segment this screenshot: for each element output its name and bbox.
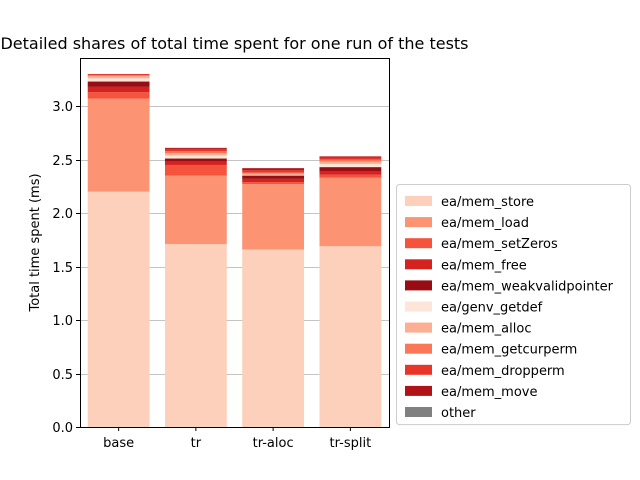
bar-segment-ea-mem-getcurperm-tr — [164, 151, 227, 154]
legend-swatch — [405, 322, 432, 333]
bar-segment-ea-mem-alloc-base — [87, 76, 150, 79]
legend-entry: ea/mem_dropperm — [441, 364, 565, 379]
bar-segment-ea-mem-load-tr-split — [319, 177, 382, 247]
bar-segment-ea-mem-weakvalidpointer-tr-split — [319, 167, 382, 172]
bar-segment-ea-mem-dropperm-tr-aloc — [242, 170, 305, 173]
legend-swatch — [405, 196, 432, 206]
bar-segment-ea-genv-getdef-base — [87, 78, 150, 82]
y-tick-label: 2.5 — [52, 154, 73, 169]
bar-segment-ea-mem-load-base — [87, 98, 150, 192]
bar-segment-ea-mem-move-tr-aloc — [242, 168, 305, 171]
legend-entry: ea/mem_setZeros — [441, 237, 558, 252]
legend-swatch — [405, 301, 432, 312]
legend-swatch — [405, 280, 432, 291]
bar-segment-ea-mem-alloc-tr-split — [319, 161, 382, 164]
plot-frame — [80, 58, 390, 428]
bars — [87, 74, 382, 427]
bar-segment-ea-mem-setzeros-tr — [164, 164, 227, 176]
bar-segment-ea-mem-setzeros-tr-split — [319, 174, 382, 178]
y-tick-label: 0.5 — [52, 368, 73, 383]
x-tick-label: tr — [191, 436, 202, 451]
bar-segment-ea-mem-free-tr-aloc — [242, 178, 305, 183]
legend-entry: ea/mem_alloc — [441, 322, 531, 337]
y-axis-ticks: 0.0 0.5 1.0 1.5 2.0 2.5 3.0 — [52, 100, 80, 436]
bar-segment-ea-mem-alloc-tr-aloc — [242, 173, 305, 176]
legend-swatch — [405, 364, 432, 375]
bar-segment-ea-mem-getcurperm-tr-split — [319, 159, 382, 162]
x-tick-label: tr-split — [330, 436, 372, 451]
bar-segment-ea-mem-free-tr-split — [319, 171, 382, 175]
legend-swatch — [405, 407, 432, 417]
legend-entry: ea/mem_getcurperm — [441, 343, 577, 358]
y-tick-label: 2.0 — [52, 207, 73, 222]
y-tick-label: 1.5 — [52, 261, 73, 276]
x-tick-label: tr-aloc — [253, 436, 294, 451]
legend-entry: ea/genv_getdef — [441, 301, 543, 316]
legend-swatch — [405, 343, 432, 354]
legend-entry: other — [441, 406, 476, 421]
bar-segment-ea-mem-store-tr-aloc — [242, 249, 305, 427]
legend-entry: ea/mem_weakvalidpointer — [441, 279, 614, 294]
legend-entry: ea/mem_load — [441, 216, 529, 231]
bar-segment-ea-mem-free-tr — [164, 161, 227, 165]
legend-entry: ea/mem_store — [441, 195, 534, 210]
chart-title: Detailed shares of total time spent for … — [0, 34, 468, 53]
bar-segment-ea-mem-move-tr-split — [319, 156, 382, 158]
legend-swatch — [405, 238, 432, 249]
bar-segment-ea-mem-setzeros-base — [87, 92, 150, 99]
bar-segment-ea-mem-getcurperm-base — [87, 75, 150, 77]
legend-box — [396, 184, 631, 426]
bar-segment-ea-genv-getdef-tr — [164, 155, 227, 159]
y-tick-label: 0.0 — [52, 421, 73, 436]
y-axis-label: Total time spent (ms) — [28, 173, 43, 312]
bar-segment-ea-mem-load-tr-aloc — [242, 184, 305, 250]
legend-swatch — [405, 217, 432, 228]
bar-segment-ea-mem-weakvalidpointer-base — [87, 81, 150, 87]
bar-segment-ea-mem-load-tr — [164, 175, 227, 245]
bar-segment-ea-mem-weakvalidpointer-tr-aloc — [242, 175, 305, 179]
bar-segment-ea-mem-store-tr — [164, 244, 227, 427]
bar-segment-ea-mem-dropperm-base — [87, 74, 150, 76]
bar-segment-ea-mem-getcurperm-tr-aloc — [242, 172, 305, 174]
legend-swatch — [405, 259, 432, 270]
bar-segment-ea-mem-setzeros-tr-aloc — [242, 182, 305, 185]
bar-segment-ea-mem-alloc-tr — [164, 153, 227, 156]
bar-segment-ea-mem-move-tr — [164, 147, 227, 149]
legend-entry: ea/mem_move — [441, 385, 537, 400]
bar-segment-ea-mem-weakvalidpointer-tr — [164, 158, 227, 162]
legend-swatch — [405, 385, 432, 396]
bar-segment-ea-mem-free-base — [87, 86, 150, 93]
bar-segment-ea-genv-getdef-tr-split — [319, 163, 382, 168]
bar-segment-ea-mem-store-tr-split — [319, 246, 382, 427]
y-tick-label: 3.0 — [52, 100, 73, 115]
bar-segment-ea-mem-dropperm-tr-split — [319, 157, 382, 160]
x-axis-ticks: base tr tr-aloc tr-split — [103, 427, 371, 451]
y-tick-label: 1.0 — [52, 314, 73, 329]
legend-entry: ea/mem_free — [441, 258, 527, 273]
legend: ea/mem_store ea/mem_load ea/mem_setZerosea… — [396, 184, 631, 426]
x-tick-label: base — [103, 436, 134, 451]
bar-segment-ea-mem-store-base — [87, 191, 150, 427]
bar-segment-ea-mem-dropperm-tr — [164, 148, 227, 152]
